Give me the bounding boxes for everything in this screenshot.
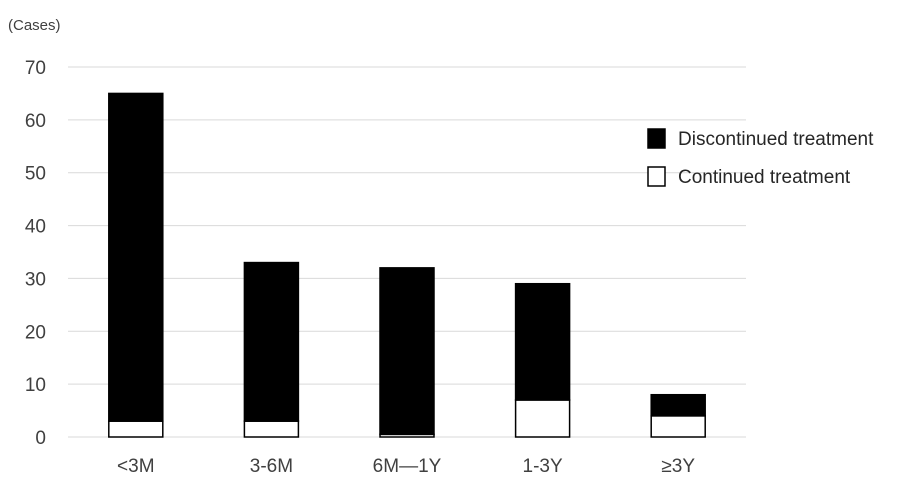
bar-continued bbox=[516, 400, 570, 437]
legend-label: Continued treatment bbox=[678, 167, 851, 188]
x-axis-ticks: <3M 3-6M 6M—1Y 1-3Y ≥3Y bbox=[117, 456, 695, 477]
legend-swatch bbox=[648, 129, 665, 148]
legend: Discontinued treatment Continued treatmen… bbox=[648, 129, 874, 188]
bar-continued bbox=[109, 421, 163, 437]
bar-discontinued bbox=[516, 284, 570, 400]
y-axis-unit-label: (Cases) bbox=[8, 17, 61, 34]
x-tick-label: ≥3Y bbox=[661, 456, 695, 477]
bar-discontinued bbox=[380, 268, 434, 435]
y-tick-label: 20 bbox=[25, 322, 46, 343]
y-tick-label: 10 bbox=[25, 375, 46, 396]
bar-discontinued bbox=[109, 93, 163, 421]
x-tick-label: <3M bbox=[117, 456, 155, 477]
bar-continued bbox=[244, 421, 298, 437]
bars bbox=[109, 93, 705, 437]
y-tick-label: 70 bbox=[25, 58, 46, 79]
y-axis-ticks: 0 10 20 30 40 50 60 70 bbox=[25, 58, 46, 449]
bar-discontinued bbox=[244, 263, 298, 422]
bar-discontinued bbox=[651, 395, 705, 416]
y-tick-label: 50 bbox=[25, 164, 46, 185]
y-tick-label: 60 bbox=[25, 111, 46, 132]
y-tick-label: 30 bbox=[25, 269, 46, 290]
x-tick-label: 1-3Y bbox=[523, 456, 563, 477]
legend-swatch bbox=[648, 167, 665, 186]
legend-label: Discontinued treatment bbox=[678, 129, 874, 150]
bar-continued bbox=[651, 416, 705, 437]
x-tick-label: 3-6M bbox=[250, 456, 293, 477]
x-tick-label: 6M—1Y bbox=[373, 456, 442, 477]
y-tick-label: 0 bbox=[35, 428, 46, 449]
y-tick-label: 40 bbox=[25, 217, 46, 238]
